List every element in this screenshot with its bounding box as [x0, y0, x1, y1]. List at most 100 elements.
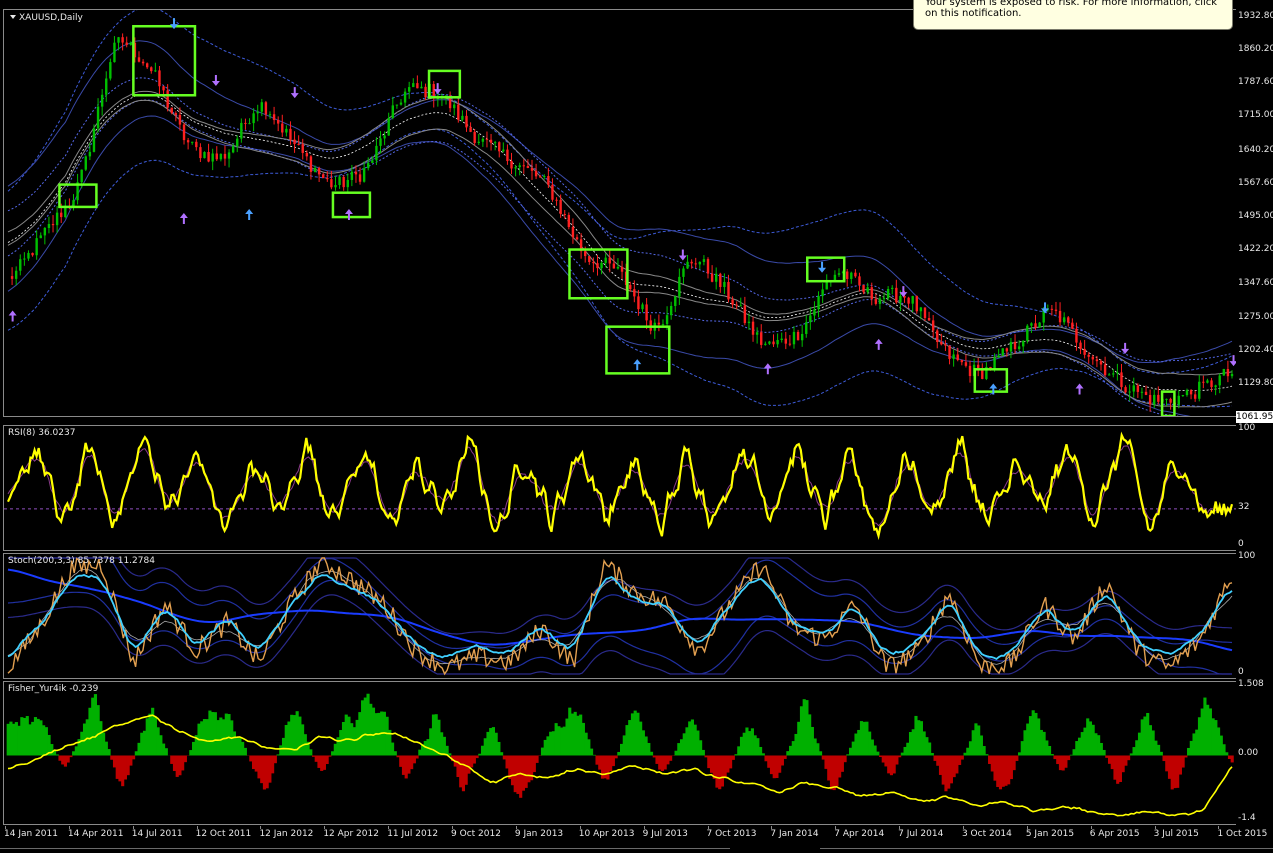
- candle-body: [1083, 348, 1086, 355]
- fisher-bar: [25, 716, 29, 756]
- candle-body: [301, 144, 304, 153]
- x-tick-label: 14 Apr 2011: [67, 829, 124, 839]
- fisher-bar: [639, 721, 643, 756]
- stochastic-chart-svg[interactable]: [4, 554, 1236, 678]
- fisher-bar: [802, 699, 806, 756]
- arrow-down-icon: [818, 261, 827, 273]
- candle-body: [1165, 398, 1168, 400]
- fisher-pane[interactable]: Fisher_Yur4ik -0.239: [3, 681, 1236, 825]
- fisher-bar: [369, 703, 373, 756]
- fisher-bar: [737, 746, 741, 756]
- candle-body: [150, 67, 153, 72]
- fisher-bar: [925, 737, 929, 756]
- candle-body: [10, 276, 14, 279]
- arrow-down-icon: [290, 87, 299, 99]
- candle-body: [215, 153, 218, 160]
- candle-body: [911, 296, 914, 304]
- fisher-bar: [655, 755, 659, 764]
- fisher-bar: [336, 737, 340, 756]
- candle-body: [1095, 359, 1099, 362]
- fisher-bar: [151, 707, 155, 756]
- stochastic-pane[interactable]: Stoch(200,3,3) 85.7378 11.2784: [3, 553, 1236, 679]
- chevron-down-icon[interactable]: [10, 15, 16, 19]
- fisher-bar: [1107, 755, 1112, 764]
- fisher-bar: [77, 739, 81, 756]
- candle-body: [739, 305, 742, 307]
- fisher-bar: [91, 697, 95, 756]
- candle-body: [1144, 391, 1148, 395]
- stochastic-y-axis[interactable]: 100 0: [1236, 551, 1273, 677]
- candle-body: [186, 140, 190, 143]
- candle-body: [395, 104, 399, 106]
- fisher-bar: [1042, 731, 1046, 756]
- fisher-bar: [887, 755, 891, 774]
- fisher-bar: [557, 726, 561, 756]
- candle-body: [530, 167, 534, 171]
- price-pane[interactable]: XAUUSD,Daily: [3, 9, 1236, 417]
- candle-body: [1091, 356, 1095, 360]
- fisher-bar: [445, 745, 449, 756]
- fisher-bar: [1028, 716, 1033, 756]
- candle-body: [88, 151, 92, 157]
- candle-body: [1136, 385, 1140, 392]
- fisher-chart-svg[interactable]: [4, 682, 1236, 824]
- fisher-bar: [421, 744, 425, 756]
- candle-body: [682, 268, 685, 277]
- fisher-bar: [876, 751, 880, 756]
- fisher-bar: [584, 732, 588, 756]
- candle-body: [833, 274, 837, 281]
- arrow-up-icon: [245, 208, 254, 220]
- price-chart-svg[interactable]: [4, 10, 1236, 416]
- x-tick-label: 6 Apr 2015: [1089, 829, 1140, 839]
- x-tick-label: 7 Jul 2014: [898, 829, 944, 839]
- candle-body: [1153, 394, 1156, 405]
- stoch-envelope-line: [8, 557, 1233, 635]
- fisher-bar: [1184, 755, 1188, 758]
- candle-body: [821, 289, 824, 297]
- candle-body: [420, 86, 423, 89]
- risk-notification[interactable]: Your system is exposed to risk. For more…: [913, 0, 1233, 30]
- y-tick-label: 1202.40: [1238, 344, 1273, 355]
- fisher-bar: [718, 755, 722, 790]
- fisher-bar: [628, 720, 632, 756]
- fisher-bar: [423, 740, 427, 756]
- candle-body: [55, 212, 59, 226]
- y-tick-label: 1640.20: [1238, 144, 1273, 155]
- fisher-y-axis[interactable]: 1.508 0.00 -1.4: [1236, 679, 1273, 823]
- rsi-y-axis[interactable]: 100 32 0: [1236, 423, 1273, 549]
- fisher-bar: [928, 742, 932, 756]
- candle-body: [579, 239, 583, 252]
- fisher-bar: [483, 738, 487, 756]
- rsi-pane[interactable]: RSI(8) 36.0237: [3, 425, 1236, 551]
- fisher-bar: [322, 755, 326, 770]
- candle-body: [1001, 348, 1004, 356]
- rsi-chart-svg[interactable]: [4, 426, 1236, 550]
- fisher-bar: [50, 744, 54, 756]
- fisher-bar: [769, 755, 774, 775]
- fisher-bar: [1067, 755, 1071, 761]
- candle-body: [608, 257, 611, 264]
- fisher-bar: [519, 755, 523, 798]
- candle-body: [1009, 341, 1013, 352]
- fisher-bar: [1064, 755, 1068, 768]
- fisher-bar: [115, 755, 119, 779]
- fisher-bar: [429, 728, 433, 756]
- fisher-bar: [690, 719, 695, 756]
- fisher-bar: [456, 755, 460, 778]
- candle-body: [518, 165, 521, 168]
- y-tick-label: 1787.60: [1238, 77, 1273, 88]
- candle-body: [424, 86, 427, 98]
- fisher-bar: [410, 755, 414, 770]
- candle-body: [1062, 317, 1066, 323]
- arrow-down-icon: [1041, 302, 1050, 314]
- fisher-bar: [112, 755, 117, 768]
- price-y-axis[interactable]: 1932.80 1860.20 1787.60 1715.00 1640.20 1567.…: [1236, 9, 1273, 415]
- candle-body: [993, 357, 996, 370]
- candle-body: [624, 271, 628, 285]
- candle-body: [350, 171, 354, 180]
- time-axis[interactable]: 14 Jan 2011 14 Apr 2011 14 Jul 2011 12 Oct …: [3, 826, 1267, 844]
- candle-body: [878, 298, 882, 304]
- fractal-arrows: [8, 18, 1236, 395]
- fisher-bar: [922, 731, 926, 756]
